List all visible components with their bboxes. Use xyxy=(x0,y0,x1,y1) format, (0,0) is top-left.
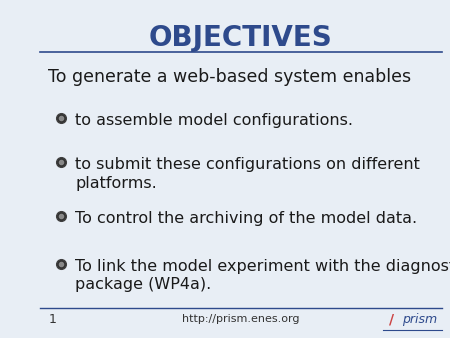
Text: http://prism.enes.org: http://prism.enes.org xyxy=(182,314,300,324)
Text: To control the archiving of the model data.: To control the archiving of the model da… xyxy=(76,211,418,226)
Text: /: / xyxy=(389,312,395,327)
Text: to assemble model configurations.: to assemble model configurations. xyxy=(76,113,353,128)
Text: OBJECTIVES: OBJECTIVES xyxy=(149,24,333,52)
Text: To generate a web-based system enables: To generate a web-based system enables xyxy=(48,68,411,86)
Text: prism: prism xyxy=(402,313,437,326)
Text: 1: 1 xyxy=(48,313,56,326)
Text: To link the model experiment with the diagnostic
package (WP4a).: To link the model experiment with the di… xyxy=(76,259,450,292)
Text: to submit these configurations on different
platforms.: to submit these configurations on differ… xyxy=(76,157,420,191)
